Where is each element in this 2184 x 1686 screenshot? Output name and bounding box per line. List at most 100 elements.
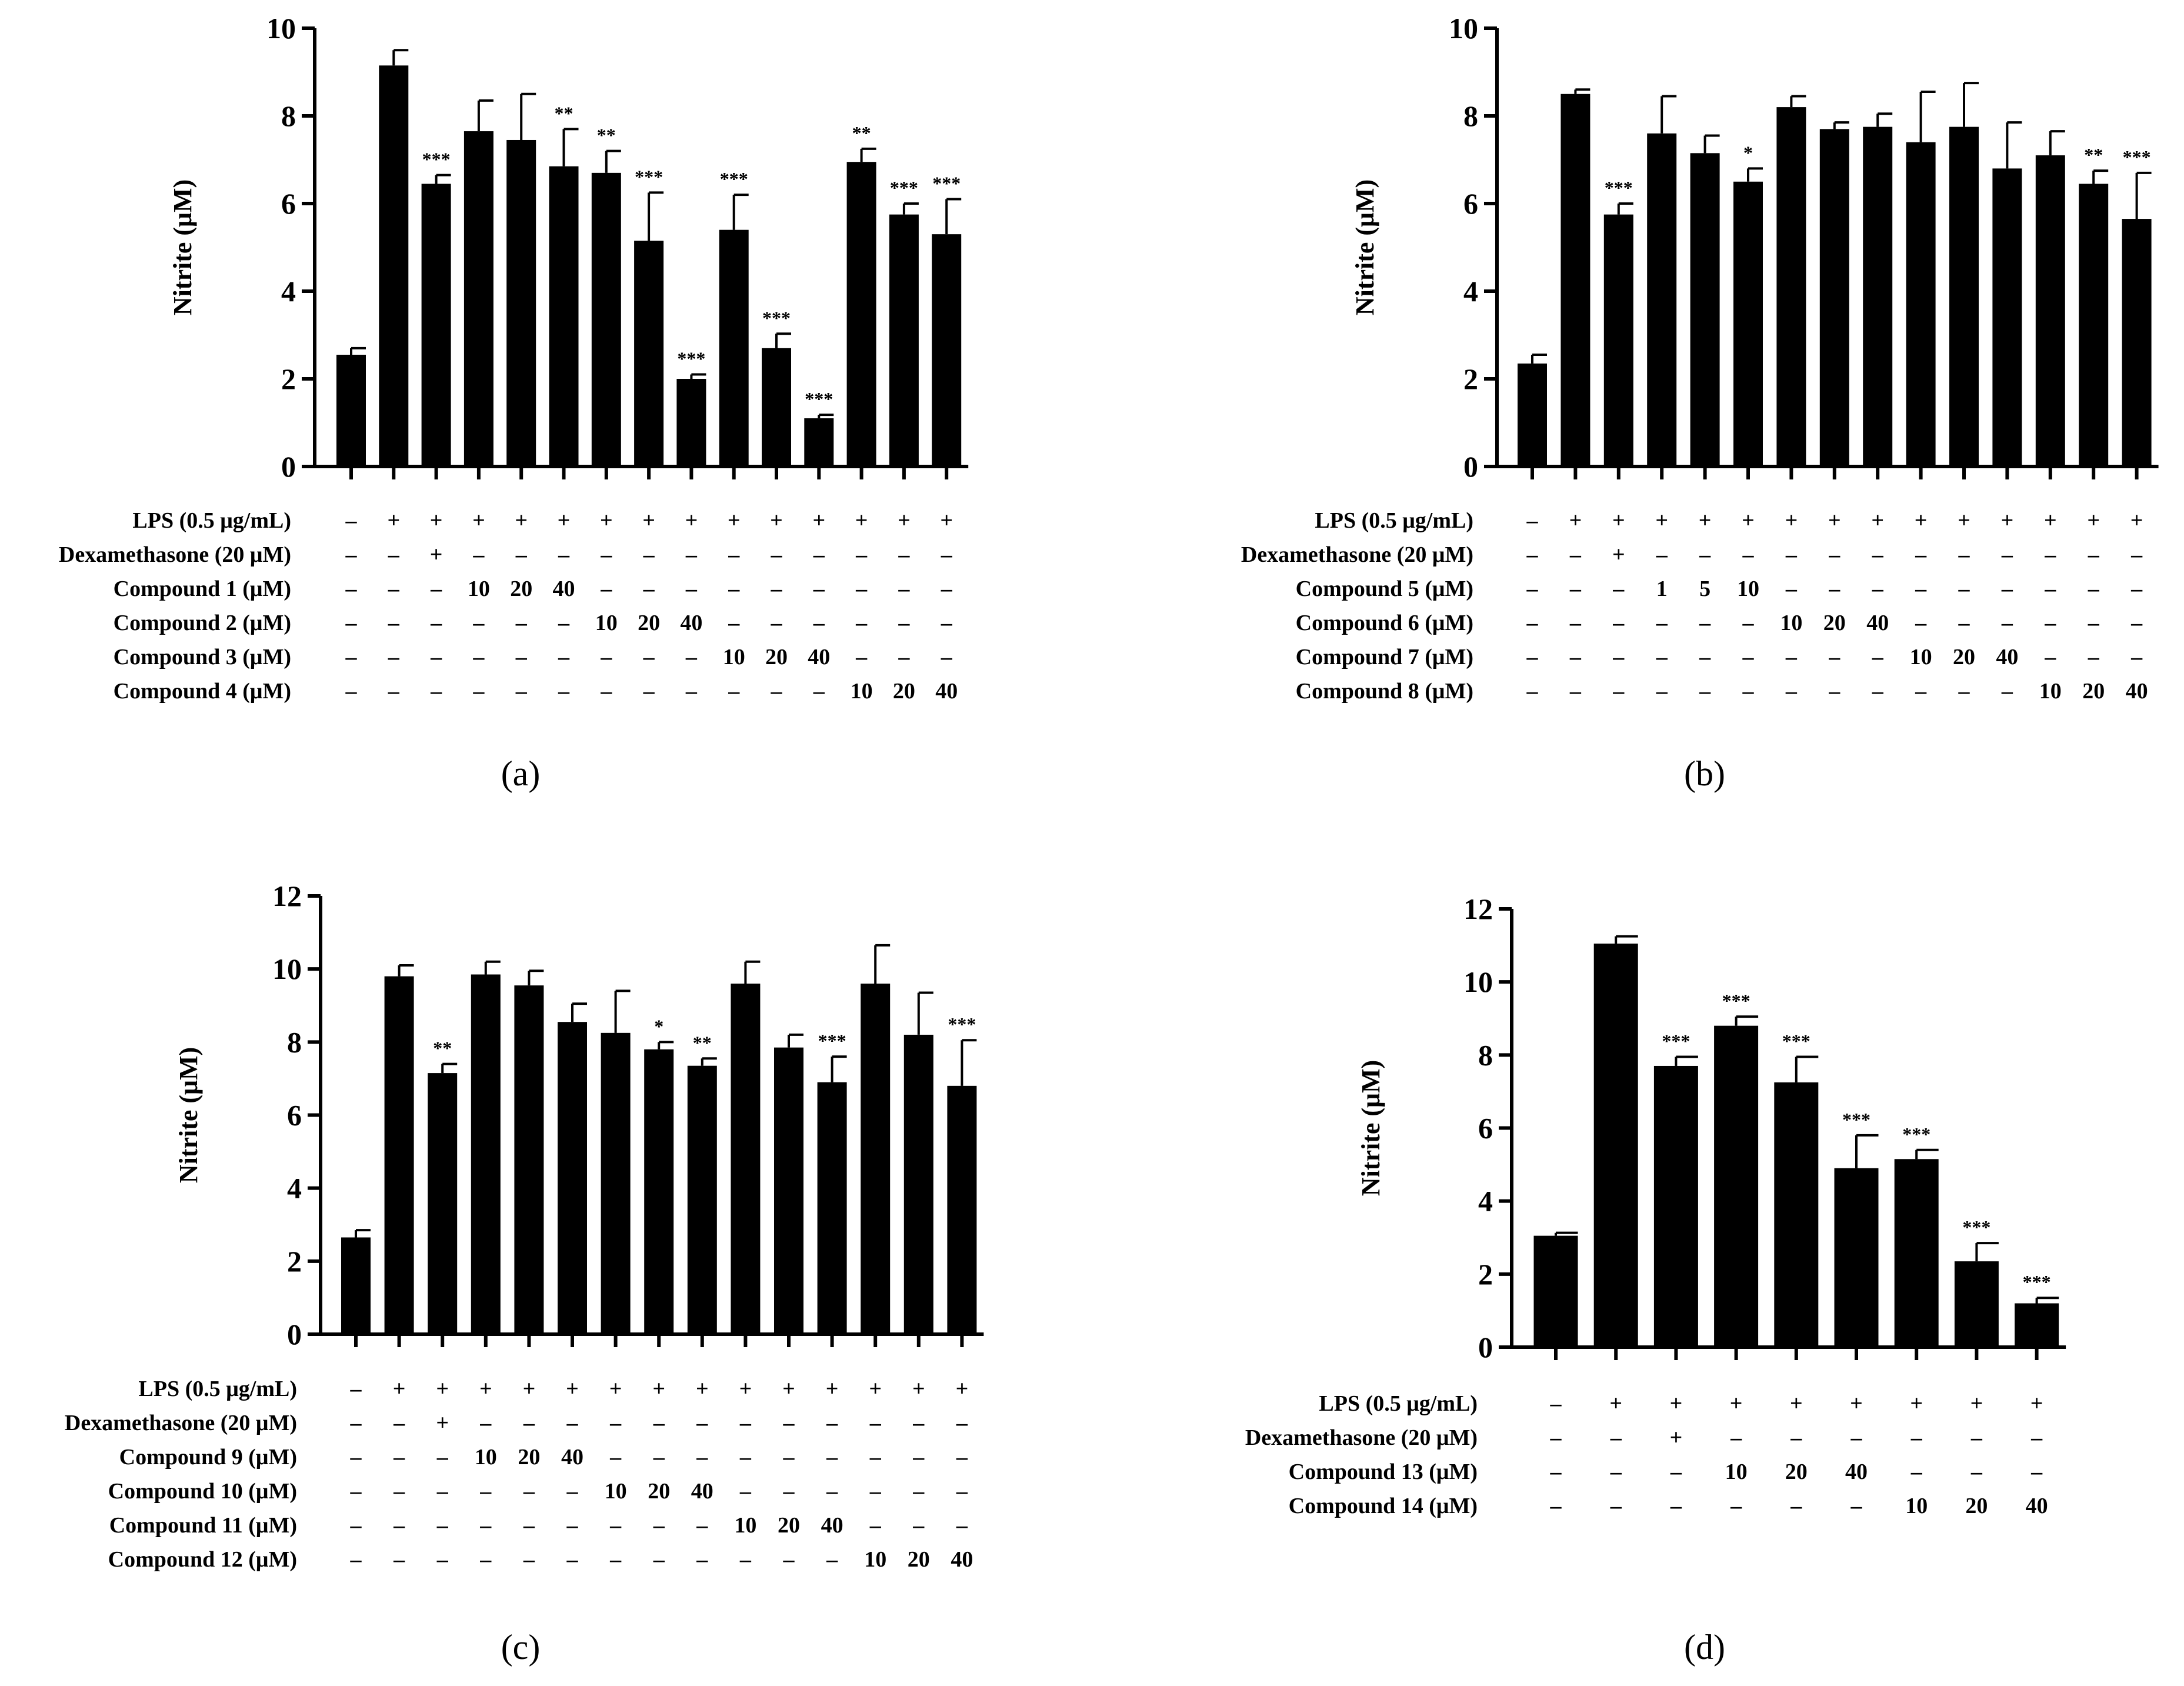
treatment-cell: – xyxy=(2044,577,2056,601)
significance-mark: *** xyxy=(422,149,451,170)
treatment-row-label: Dexamethasone (20 μM) xyxy=(1245,1425,1478,1450)
treatment-cell: – xyxy=(2001,611,2013,635)
treatment-row-label: LPS (0.5 μg/mL) xyxy=(1319,1391,1478,1416)
treatment-cell: 10 xyxy=(1780,611,1802,635)
treatment-cell: – xyxy=(685,577,698,601)
treatment-cell: – xyxy=(1970,1425,1983,1450)
treatment-cell: – xyxy=(436,1445,449,1470)
treatment-cell: – xyxy=(430,611,442,635)
bar xyxy=(1992,168,2022,467)
treatment-cell: – xyxy=(855,577,868,601)
treatment-cell: – xyxy=(783,1479,795,1504)
treatment-cell: + xyxy=(1609,1391,1622,1416)
treatment-cell: – xyxy=(869,1479,882,1504)
treatment-cell: + xyxy=(696,1377,709,1401)
treatment-cell: + xyxy=(1670,1425,1683,1450)
y-tick-label: 2 xyxy=(281,362,296,395)
treatment-cell: – xyxy=(869,1513,882,1538)
bar xyxy=(1774,1082,1819,1347)
treatment-cell: – xyxy=(696,1513,708,1538)
bar xyxy=(1561,94,1591,467)
bar xyxy=(846,162,876,467)
treatment-cell: – xyxy=(609,1513,622,1538)
bar xyxy=(384,976,414,1334)
significance-mark: ** xyxy=(555,102,573,124)
treatment-cell: – xyxy=(430,679,442,704)
treatment-cell: – xyxy=(941,577,953,601)
treatment-cell: – xyxy=(515,645,528,669)
bar xyxy=(1776,107,1806,467)
y-tick-label: 12 xyxy=(272,879,302,912)
y-tick-label: 8 xyxy=(281,99,296,132)
treatment-cell: + xyxy=(558,508,571,533)
treatment-cell: – xyxy=(345,542,358,567)
treatment-cell: 10 xyxy=(864,1547,886,1572)
treatment-cell: – xyxy=(388,611,400,635)
treatment-cell: – xyxy=(523,1479,535,1504)
treatment-cell: + xyxy=(1569,508,1582,533)
treatment-cell: + xyxy=(600,508,613,533)
treatment-cell: – xyxy=(1550,1425,1562,1450)
treatment-cell: + xyxy=(1850,1391,1863,1416)
treatment-cell: 40 xyxy=(935,679,958,704)
y-tick-label: 0 xyxy=(1463,450,1478,483)
treatment-cell: – xyxy=(350,1513,362,1538)
treatment-cell: + xyxy=(782,1377,795,1401)
bar xyxy=(1603,214,1633,467)
treatment-cell: 40 xyxy=(821,1513,843,1538)
treatment-cell: – xyxy=(388,577,400,601)
treatment-cell: – xyxy=(1550,1494,1562,1518)
treatment-cell: – xyxy=(350,1377,362,1401)
treatment-cell: – xyxy=(1850,1425,1863,1450)
treatment-cell: – xyxy=(653,1411,665,1435)
treatment-cell: + xyxy=(2087,508,2100,533)
treatment-cell: – xyxy=(2088,611,2100,635)
treatment-cell: – xyxy=(643,577,655,601)
treatment-cell: – xyxy=(643,645,655,669)
treatment-cell: – xyxy=(912,1411,925,1435)
panel-label: (a) xyxy=(501,754,541,793)
treatment-cell: – xyxy=(345,679,358,704)
treatment-cell: 20 xyxy=(1823,611,1846,635)
treatment-cell: – xyxy=(1872,645,1884,669)
treatment-cell: + xyxy=(652,1377,665,1401)
bar xyxy=(601,1032,631,1334)
treatment-cell: – xyxy=(869,1445,882,1470)
treatment-cell: + xyxy=(430,542,443,567)
treatment-cell: – xyxy=(813,542,825,567)
treatment-cell: 10 xyxy=(595,611,618,635)
treatment-cell: – xyxy=(2130,542,2143,567)
treatment-cell: – xyxy=(1610,1494,1622,1518)
treatment-cell: – xyxy=(1699,542,1711,567)
y-tick-label: 2 xyxy=(1478,1258,1493,1291)
treatment-cell: – xyxy=(1526,508,1539,533)
treatment-row-label: Dexamethasone (20 μM) xyxy=(65,1411,297,1435)
treatment-cell: – xyxy=(345,645,358,669)
bar xyxy=(1653,1065,1698,1347)
bar xyxy=(804,418,834,467)
significance-mark: *** xyxy=(762,307,791,328)
treatment-row-label: Compound 9 (μM) xyxy=(119,1445,297,1470)
treatment-cell: – xyxy=(653,1547,665,1572)
treatment-cell: – xyxy=(2044,542,2056,567)
treatment-cell: – xyxy=(1569,542,1582,567)
bar xyxy=(1819,129,1849,467)
treatment-cell: – xyxy=(1610,1425,1622,1450)
treatment-cell: – xyxy=(1569,577,1582,601)
treatment-cell: – xyxy=(869,1411,882,1435)
bar xyxy=(1894,1159,1939,1347)
bar xyxy=(2079,184,2109,467)
bar xyxy=(379,65,409,467)
significance-mark: ** xyxy=(597,125,616,146)
significance-mark: * xyxy=(654,1015,663,1037)
treatment-cell: – xyxy=(436,1479,449,1504)
treatment-cell: – xyxy=(739,1411,752,1435)
treatment-row-label: Compound 5 (μM) xyxy=(1296,577,1473,601)
treatment-cell: 20 xyxy=(893,679,915,704)
treatment-cell: + xyxy=(812,508,825,533)
treatment-cell: 10 xyxy=(1905,1494,1928,1518)
treatment-cell: – xyxy=(1670,1460,1682,1484)
treatment-cell: 10 xyxy=(1910,645,1932,669)
